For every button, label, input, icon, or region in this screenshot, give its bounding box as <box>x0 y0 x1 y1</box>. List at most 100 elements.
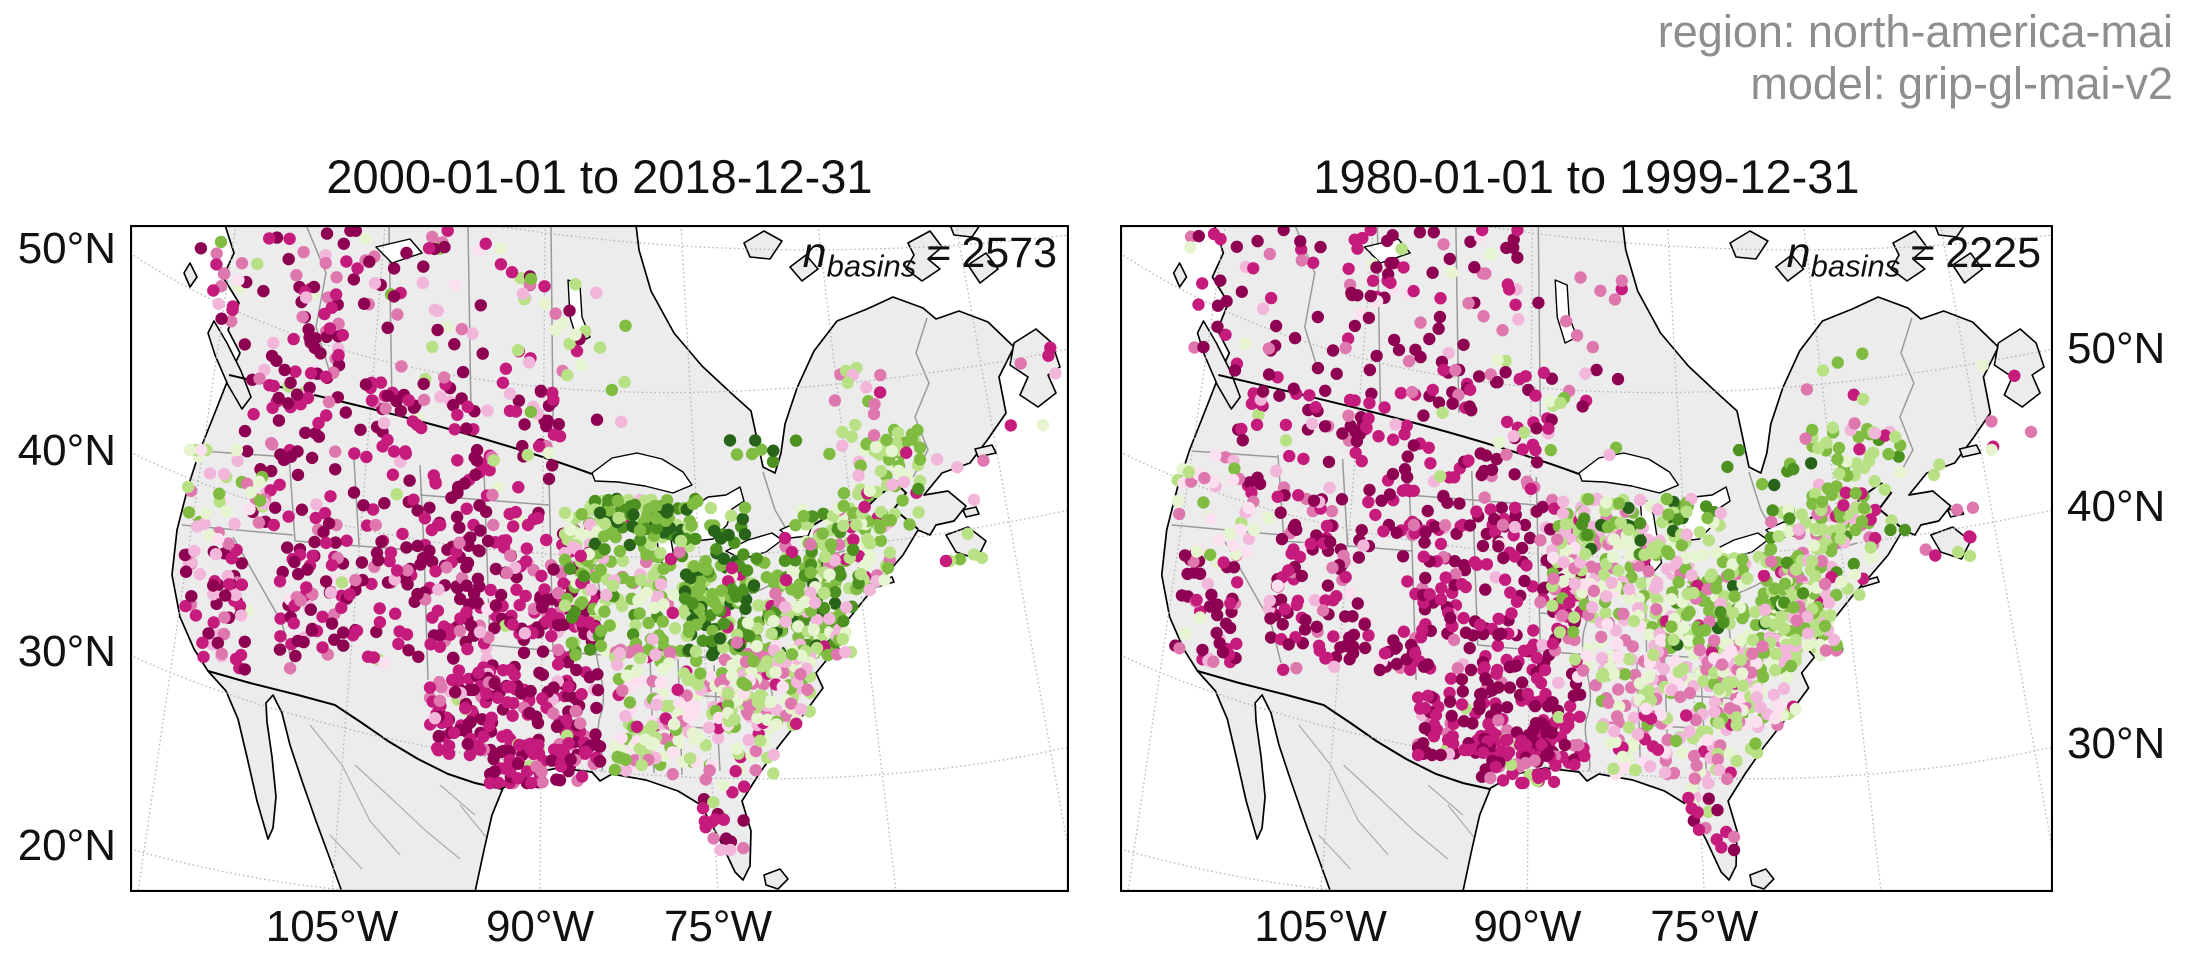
basin-dot <box>1508 468 1521 481</box>
basin-dot <box>1837 499 1850 512</box>
basin-dot <box>1205 588 1218 601</box>
basin-dot <box>1500 415 1514 429</box>
basin-dot <box>1579 548 1592 561</box>
basin-dot <box>1276 618 1289 631</box>
basin-dot <box>1485 463 1499 476</box>
basin-dot <box>1329 651 1343 664</box>
basin-dot <box>1530 422 1543 435</box>
basin-dot <box>1966 501 1980 514</box>
basin-dot <box>329 288 343 301</box>
basin-dot <box>663 646 677 660</box>
basin-dot <box>1264 612 1277 625</box>
basin-dot <box>569 328 582 341</box>
basin-dot <box>215 647 228 661</box>
basin-dot <box>210 247 223 260</box>
basin-dot <box>713 632 727 645</box>
basin-dot <box>329 463 342 476</box>
basin-dot <box>837 487 851 500</box>
basin-dot <box>1306 417 1319 430</box>
basin-dot <box>1484 503 1497 516</box>
basin-dot <box>650 521 663 535</box>
basin-dot <box>521 518 535 532</box>
basin-dot <box>1726 606 1740 620</box>
basin-dot <box>625 576 638 589</box>
basin-dot <box>1612 650 1625 663</box>
basin-dot <box>673 545 686 559</box>
basin-dot <box>767 444 780 457</box>
basin-dot <box>1833 467 1846 480</box>
basin-dot <box>319 575 333 588</box>
basin-dot <box>1538 663 1552 677</box>
basin-dot <box>412 650 425 663</box>
basin-dot <box>613 545 627 558</box>
basin-dot <box>329 445 342 458</box>
basin-dot <box>207 616 220 629</box>
basin-dot <box>794 703 808 716</box>
basin-dot <box>1693 643 1706 657</box>
basin-dot <box>1631 728 1645 741</box>
basin-dot <box>1714 507 1727 520</box>
basin-dot <box>343 588 356 601</box>
basin-dot <box>310 498 323 511</box>
basin-dot <box>202 627 215 640</box>
basin-dot <box>1370 349 1383 363</box>
basin-dot <box>381 389 395 402</box>
basin-dot <box>432 729 446 743</box>
basin-dot <box>1264 291 1278 305</box>
basin-dot <box>1605 576 1618 589</box>
basin-dot <box>448 279 462 292</box>
basin-dot <box>243 502 256 516</box>
basin-dot <box>1643 628 1656 641</box>
basin-dot <box>1262 342 1276 355</box>
basin-dot <box>451 454 464 467</box>
map-plot-area[interactable]: nbasins = 2573 <box>130 225 1069 892</box>
basin-dot <box>1710 546 1723 559</box>
basin-dot <box>1282 638 1295 651</box>
basin-dot <box>816 527 829 540</box>
basin-dot <box>1670 555 1683 568</box>
map-plot-area[interactable]: nbasins = 2225 <box>1120 225 2053 892</box>
basin-dot <box>232 273 245 287</box>
panel-title: 2000-01-01 to 2018-12-31 <box>326 150 873 203</box>
basin-dot <box>235 257 249 270</box>
basin-dot <box>817 601 831 615</box>
basin-dot <box>1413 702 1427 715</box>
basin-dot <box>749 744 763 758</box>
basin-dot <box>891 426 905 439</box>
basin-dot <box>277 453 291 467</box>
basin-dot <box>417 260 430 273</box>
basin-dot <box>1478 491 1491 504</box>
basin-dot <box>1638 548 1651 561</box>
basin-dot <box>500 566 514 580</box>
basin-dot <box>1504 586 1517 599</box>
basin-dot <box>460 502 473 515</box>
basin-dot <box>211 636 225 650</box>
basin-dot <box>724 843 737 857</box>
basin-dot <box>381 321 394 334</box>
basin-dot <box>611 494 625 507</box>
basin-dot <box>1518 518 1532 532</box>
basin-dot <box>1348 394 1361 407</box>
basin-dot <box>514 271 527 285</box>
basin-dot <box>1197 496 1210 509</box>
basin-dot <box>1394 386 1408 400</box>
basin-dot <box>649 648 662 661</box>
basin-dot <box>461 737 474 751</box>
basin-dot <box>1864 551 1877 564</box>
basin-dot <box>873 521 887 535</box>
basin-dot <box>836 632 849 646</box>
basin-dot <box>411 587 424 601</box>
basin-dot <box>567 541 580 554</box>
basin-dot <box>1882 447 1895 461</box>
basin-dot <box>300 581 313 594</box>
basin-dot <box>470 454 483 467</box>
basin-dot <box>779 615 792 628</box>
basin-dot <box>612 511 625 525</box>
basin-dot <box>620 669 634 682</box>
basin-dot <box>1496 324 1509 337</box>
basin-dot <box>1633 517 1647 530</box>
basin-dot <box>1567 689 1580 702</box>
basin-dot <box>1546 551 1560 564</box>
basin-dot <box>460 606 473 619</box>
basin-dot <box>1397 625 1411 638</box>
